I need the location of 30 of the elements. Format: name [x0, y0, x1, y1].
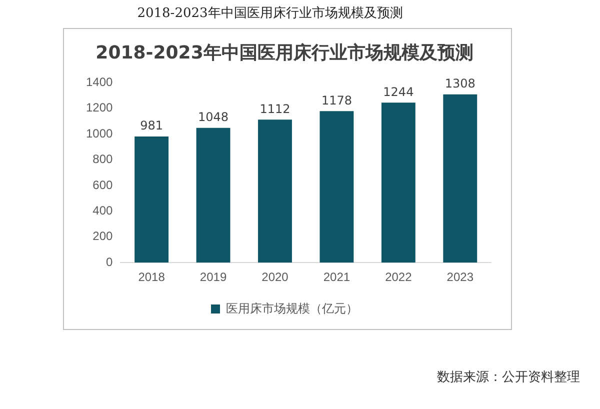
x-tick-label: 2022 — [385, 270, 412, 284]
y-tick-label: 1200 — [86, 100, 114, 115]
y-tick-label: 400 — [92, 203, 114, 218]
data-label: 1178 — [321, 93, 352, 108]
x-tick-label: 2023 — [446, 270, 474, 284]
chart-subtitle: 2018-2023年中国医用床行业市场规模及预测 — [96, 42, 474, 64]
data-label: 981 — [140, 118, 164, 133]
y-tick-label: 200 — [92, 229, 114, 244]
x-tick-label: 2019 — [200, 270, 227, 284]
chart-title: 2018-2023年中国医用床行业市场规模及预测 — [136, 5, 404, 22]
bar — [443, 94, 478, 263]
data-label: 1244 — [383, 84, 414, 99]
data-label: 1048 — [198, 110, 229, 124]
y-tick-label: 0 — [106, 254, 114, 269]
bar — [196, 128, 230, 263]
x-tick-label: 2021 — [323, 270, 350, 284]
data-label: 1112 — [260, 102, 290, 116]
x-tick-label: 2020 — [262, 270, 289, 284]
bar — [381, 102, 416, 263]
source-note: 数据来源：公开资料整理 — [437, 369, 580, 386]
y-tick-label: 600 — [92, 178, 114, 192]
x-tick-label: 2018 — [138, 270, 166, 284]
y-tick-label: 1000 — [86, 126, 114, 140]
legend-label: 医用床市场规模（亿元） — [226, 301, 358, 316]
data-label: 1308 — [444, 76, 476, 91]
bar — [258, 120, 292, 263]
bar — [134, 136, 169, 263]
bar — [320, 111, 354, 263]
y-tick-label: 800 — [92, 152, 114, 166]
y-tick-label: 1400 — [86, 74, 114, 89]
